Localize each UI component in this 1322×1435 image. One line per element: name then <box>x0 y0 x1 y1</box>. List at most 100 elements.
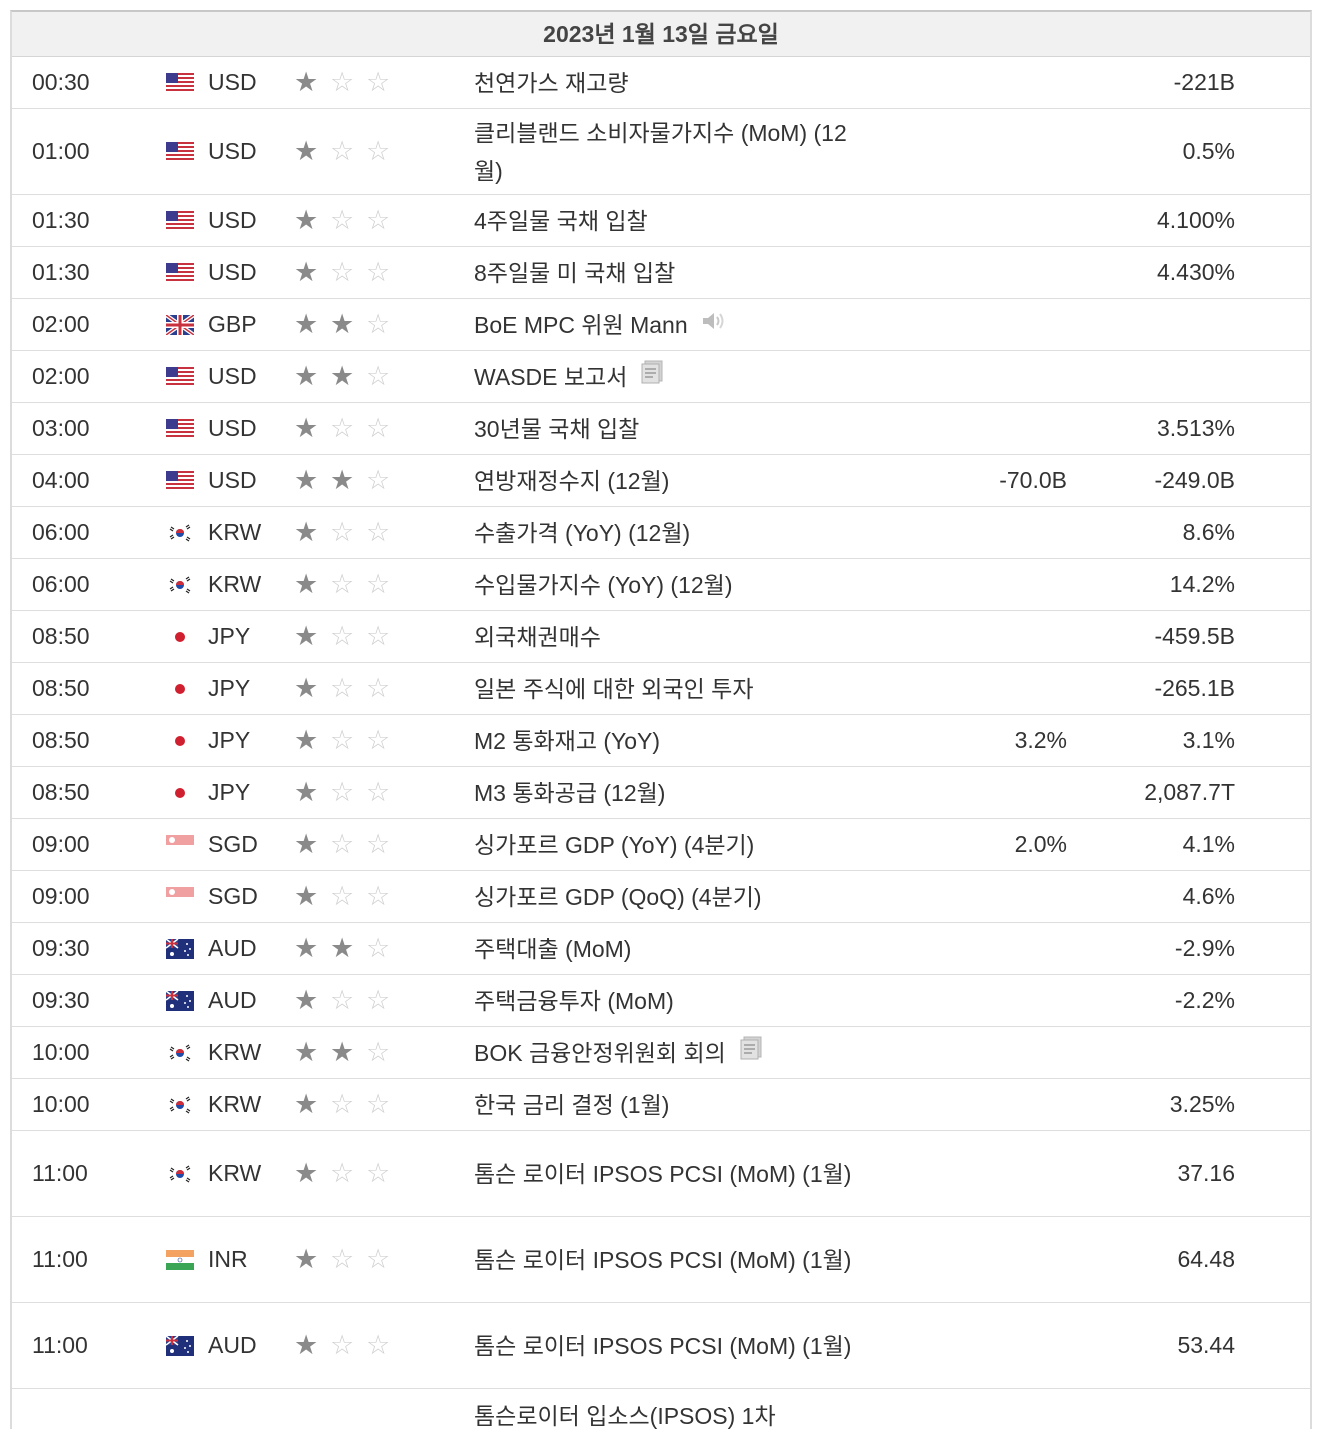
star-empty-icon: ☆ <box>366 205 391 235</box>
event-currency: USD <box>208 467 257 493</box>
event-name[interactable]: 30년물 국채 입찰 <box>474 415 640 442</box>
event-forecast <box>912 975 1067 1026</box>
event-name[interactable]: 주택금융투자 (MoM) <box>474 987 674 1014</box>
event-currency: KRW <box>208 571 262 597</box>
event-name[interactable]: 싱가포르 GDP (QoQ) (4분기) <box>474 883 762 910</box>
star-filled-icon: ★ <box>294 673 319 703</box>
event-row[interactable]: 09:00 SGD ★ ☆ ☆ 싱가포르 GDP (QoQ) (4분기) 4.6% <box>12 871 1310 923</box>
flag-cell <box>166 403 198 454</box>
flag-cell <box>166 1217 198 1302</box>
event-row[interactable]: 톰슨로이터 입소스(IPSOS) 1차 <box>12 1389 1310 1429</box>
event-time: 00:30 <box>32 69 90 95</box>
event-row[interactable]: 02:00 GBP ★ ★ ☆ BoE MPC 위원 Mann <box>12 299 1310 351</box>
event-name-cell: 외국채권매수 <box>474 611 874 662</box>
flag-cell <box>166 455 198 506</box>
event-row[interactable]: 09:30 AUD ★ ☆ ☆ 주택금융투자 (MoM) -2.2% <box>12 975 1310 1027</box>
event-row[interactable]: 06:00 KRW ★ ☆ ☆ 수입물가지수 (YoY) (12월) 14.2% <box>12 559 1310 611</box>
event-row[interactable]: 01:00 USD ★ ☆ ☆ 클리블랜드 소비자물가지수 (MoM) (12월) … <box>12 109 1310 195</box>
event-name[interactable]: BOK 금융안정위원회 회의 <box>474 1039 726 1066</box>
flag-cell <box>166 975 198 1026</box>
us-flag-icon <box>166 210 194 231</box>
event-name[interactable]: 천연가스 재고량 <box>474 69 629 96</box>
event-previous: -459.5B <box>1154 623 1235 649</box>
star-empty-icon: ☆ <box>366 465 391 495</box>
au-flag-icon <box>166 990 194 1011</box>
star-empty-icon: ☆ <box>330 569 355 599</box>
event-forecast <box>912 923 1067 974</box>
flag-cell <box>166 923 198 974</box>
event-row[interactable]: 10:00 KRW ★ ☆ ☆ 한국 금리 결정 (1월) 3.25% <box>12 1079 1310 1131</box>
event-row[interactable]: 10:00 KRW ★ ★ ☆ BOK 금융안정위원회 회의 <box>12 1027 1310 1079</box>
uk-flag-icon <box>166 314 194 335</box>
event-row[interactable]: 00:30 USD ★ ☆ ☆ 천연가스 재고량 -221B <box>12 57 1310 109</box>
event-name[interactable]: 톰슨 로이터 IPSOS PCSI (MoM) (1월) <box>474 1246 852 1273</box>
event-name[interactable]: 톰슨 로이터 IPSOS PCSI (MoM) (1월) <box>474 1332 852 1359</box>
flag-cell <box>166 559 198 610</box>
event-time: 08:50 <box>32 623 90 649</box>
star-empty-icon: ☆ <box>330 205 355 235</box>
event-name[interactable]: 톰슨로이터 입소스(IPSOS) 1차 <box>474 1403 776 1429</box>
event-row[interactable]: 02:00 USD ★ ★ ☆ WASDE 보고서 <box>12 351 1310 403</box>
star-filled-icon: ★ <box>294 67 319 97</box>
event-row[interactable]: 08:50 JPY ★ ☆ ☆ 일본 주식에 대한 외국인 투자 -265.1B <box>12 663 1310 715</box>
event-row[interactable]: 01:30 USD ★ ☆ ☆ 8주일물 미 국채 입찰 4.430% <box>12 247 1310 299</box>
star-empty-icon: ☆ <box>366 777 391 807</box>
flag-cell <box>166 247 198 298</box>
star-empty-icon: ☆ <box>330 725 355 755</box>
event-name[interactable]: 연방재정수지 (12월) <box>474 467 670 494</box>
event-name[interactable]: 4주일물 국채 입찰 <box>474 207 648 234</box>
importance-stars: ★ ★ ☆ <box>294 1027 404 1078</box>
event-row[interactable]: 08:50 JPY ★ ☆ ☆ M2 통화재고 (YoY) 3.2% 3.1% <box>12 715 1310 767</box>
event-row[interactable]: 09:30 AUD ★ ★ ☆ 주택대출 (MoM) -2.9% <box>12 923 1310 975</box>
event-row[interactable]: 11:00 KRW ★ ☆ ☆ 톰슨 로이터 IPSOS PCSI (MoM) (1… <box>12 1131 1310 1217</box>
event-row[interactable]: 06:00 KRW ★ ☆ ☆ 수출가격 (YoY) (12월) 8.6% <box>12 507 1310 559</box>
star-filled-icon: ★ <box>294 205 319 235</box>
event-name[interactable]: 8주일물 미 국채 입찰 <box>474 259 676 286</box>
event-name[interactable]: M3 통화공급 (12월) <box>474 779 666 806</box>
event-row[interactable]: 11:00 AUD ★ ☆ ☆ 톰슨 로이터 IPSOS PCSI (MoM) (1… <box>12 1303 1310 1389</box>
event-name[interactable]: 주택대출 (MoM) <box>474 935 632 962</box>
event-currency: KRW <box>208 519 262 545</box>
event-name[interactable]: 한국 금리 결정 (1월) <box>474 1091 670 1118</box>
event-row[interactable]: 01:30 USD ★ ☆ ☆ 4주일물 국채 입찰 4.100% <box>12 195 1310 247</box>
event-time: 03:00 <box>32 415 90 441</box>
event-name[interactable]: WASDE 보고서 <box>474 363 628 390</box>
event-name-cell: 수출가격 (YoY) (12월) <box>474 507 874 558</box>
star-filled-icon: ★ <box>294 413 319 443</box>
event-name-cell: 톰슨 로이터 IPSOS PCSI (MoM) (1월) <box>474 1131 874 1216</box>
event-row[interactable]: 08:50 JPY ★ ☆ ☆ 외국채권매수 -459.5B <box>12 611 1310 663</box>
event-name[interactable]: 수입물가지수 (YoY) (12월) <box>474 571 733 598</box>
event-currency: JPY <box>208 623 251 649</box>
event-row[interactable]: 03:00 USD ★ ☆ ☆ 30년물 국채 입찰 3.513% <box>12 403 1310 455</box>
event-name[interactable]: 일본 주식에 대한 외국인 투자 <box>474 675 754 702</box>
flag-cell <box>166 715 198 766</box>
event-row[interactable]: 09:00 SGD ★ ☆ ☆ 싱가포르 GDP (YoY) (4분기) 2.0% … <box>12 819 1310 871</box>
event-row[interactable]: 11:00 INR ★ ☆ ☆ 톰슨 로이터 IPSOS PCSI (MoM) (1… <box>12 1217 1310 1303</box>
event-row[interactable]: 04:00 USD ★ ★ ☆ 연방재정수지 (12월) -70.0B -249.0… <box>12 455 1310 507</box>
flag-cell <box>166 611 198 662</box>
event-name[interactable]: 톰슨 로이터 IPSOS PCSI (MoM) (1월) <box>474 1160 852 1187</box>
event-name[interactable]: 수출가격 (YoY) (12월) <box>474 519 691 546</box>
event-row[interactable]: 08:50 JPY ★ ☆ ☆ M3 통화공급 (12월) 2,087.7T <box>12 767 1310 819</box>
star-filled-icon: ★ <box>330 361 355 391</box>
event-name[interactable]: 싱가포르 GDP (YoY) (4분기) <box>474 831 755 858</box>
event-time: 06:00 <box>32 519 90 545</box>
event-previous: 3.513% <box>1156 415 1235 441</box>
star-empty-icon: ☆ <box>366 621 391 651</box>
star-filled-icon: ★ <box>294 257 319 287</box>
star-empty-icon: ☆ <box>366 569 391 599</box>
event-name[interactable]: 클리블랜드 소비자물가지수 (MoM) (12월) <box>474 119 847 184</box>
event-name[interactable]: M2 통화재고 (YoY) <box>474 727 661 754</box>
event-name[interactable]: BoE MPC 위원 Mann <box>474 311 688 338</box>
star-empty-icon: ☆ <box>366 1089 391 1119</box>
star-filled-icon: ★ <box>294 1330 319 1360</box>
event-name[interactable]: 외국채권매수 <box>474 623 601 650</box>
event-forecast <box>912 1027 1067 1078</box>
kr-flag-icon <box>166 1042 194 1063</box>
star-filled-icon: ★ <box>330 465 355 495</box>
event-name-cell: 톰슨로이터 입소스(IPSOS) 1차 <box>474 1389 874 1429</box>
event-name-cell: 주택금융투자 (MoM) <box>474 975 874 1026</box>
event-previous <box>1072 1389 1235 1429</box>
event-time: 11:00 <box>32 1332 88 1358</box>
flag-cell <box>166 507 198 558</box>
